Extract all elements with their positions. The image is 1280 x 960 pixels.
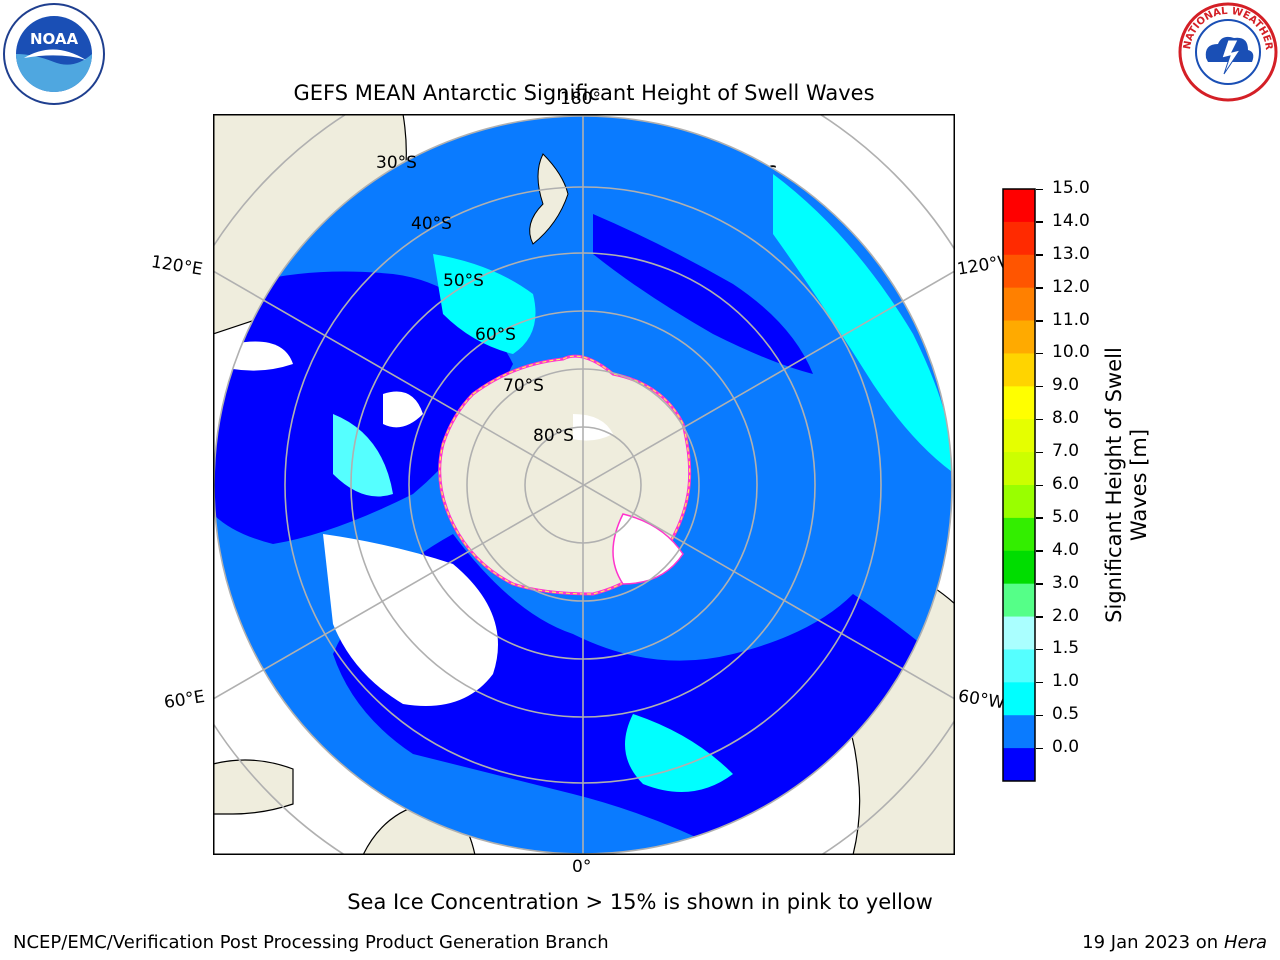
colorbar-tick-mark	[1036, 352, 1043, 355]
colorbar-swatch	[1003, 419, 1035, 453]
swell-high-region-3	[625, 714, 733, 792]
colorbar-tick-label: 15.0	[1052, 178, 1090, 198]
swell-low-region-3	[593, 214, 813, 374]
lat-label-50s: 50°S	[443, 271, 484, 291]
colorbar-swatch	[1003, 649, 1035, 683]
land-new-zealand	[529, 153, 569, 245]
lon-label-0: 0°	[572, 857, 592, 877]
swell-high-region-4	[333, 414, 393, 497]
colorbar-swatch	[1003, 517, 1035, 552]
colorbar-tick-mark	[1036, 221, 1043, 223]
colorbar-swatch	[1003, 748, 1035, 782]
lon-label-180: 180°	[560, 89, 601, 109]
noaa-logo-text: NOAA	[30, 30, 79, 48]
colorbar-swatch	[1003, 320, 1035, 354]
nws-logo-icon: NATIONAL WEATHER SERVICE	[1176, 0, 1278, 102]
colorbar-tick-mark	[1036, 517, 1043, 519]
colorbar-swatch	[1003, 221, 1035, 256]
colorbar-tick-label: 1.5	[1052, 638, 1080, 659]
colorbar-swatch	[1003, 485, 1035, 519]
lat-label-40s: 40°S	[411, 214, 452, 234]
lon-label-120w: 120°W	[955, 252, 1007, 280]
lat-label-80s: 80°S	[533, 426, 574, 446]
footer-date: 19 Jan 2023 on Hera	[1082, 932, 1267, 953]
lon-label-120e: 120°E	[149, 252, 204, 280]
colorbar-tick-mark	[1036, 747, 1043, 750]
lat-label-30s: 30°S	[376, 153, 417, 173]
lon-label-60w: 60°W	[956, 686, 1007, 714]
colorbar-tick-label: 11.0	[1052, 309, 1090, 330]
colorbar-tick-label: 4.0	[1052, 539, 1080, 560]
sea-ice-white-2	[233, 341, 293, 371]
colorbar-swatch	[1003, 550, 1035, 585]
colorbar-tick-mark	[1036, 418, 1043, 421]
lat-label-60s: 60°S	[475, 325, 516, 345]
colorbar-tick-mark	[1036, 484, 1043, 486]
land-africa	[213, 759, 294, 815]
colorbar-tick-mark	[1036, 385, 1043, 388]
colorbar-tick-mark	[1036, 681, 1043, 684]
longitude-meridians	[213, 114, 955, 855]
colorbar-tick-label: 8.0	[1052, 408, 1080, 429]
colorbar-tick-label: 10.0	[1052, 342, 1090, 363]
colorbar-swatch	[1003, 616, 1035, 650]
colorbar-tick-label: 9.0	[1052, 375, 1080, 396]
colorbar-tick-mark	[1036, 254, 1043, 256]
colorbar-swatch	[1003, 189, 1035, 223]
colorbar-tick-mark	[1036, 320, 1043, 322]
colorbar-tick-mark	[1036, 550, 1043, 552]
colorbar-title-line-2: Waves [m]	[1127, 428, 1151, 542]
colorbar-tick-mark	[1036, 583, 1043, 585]
colorbar-tick-mark	[1036, 287, 1043, 289]
colorbar	[1002, 188, 1036, 782]
colorbar-tick-label: 2.0	[1052, 605, 1080, 626]
title-line-1: GEFS MEAN Antarctic Significant Height o…	[293, 81, 875, 105]
colorbar-tick-mark	[1036, 616, 1043, 618]
lat-label-70s: 70°S	[503, 376, 544, 396]
footer-machine: Hera	[1223, 932, 1267, 953]
polar-map: 30°S 40°S 50°S 60°S 70°S 80°S	[213, 114, 955, 855]
colorbar-swatch	[1003, 254, 1035, 289]
colorbar-tick-label: 3.0	[1052, 572, 1080, 593]
swell-low-region-1	[214, 271, 513, 544]
colorbar-swatch	[1003, 682, 1035, 716]
colorbar-tick-mark	[1036, 451, 1043, 454]
colorbar-tick-label: 13.0	[1052, 243, 1090, 264]
footer-date-text: 19 Jan 2023 on	[1082, 932, 1219, 953]
colorbar-tick-label: 0.5	[1052, 704, 1080, 725]
footer-branch: NCEP/EMC/Verification Post Processing Pr…	[13, 932, 609, 953]
colorbar-swatch	[1003, 452, 1035, 486]
colorbar-swatch	[1003, 353, 1035, 387]
colorbar-tick-mark	[1036, 188, 1043, 190]
colorbar-tick-mark	[1036, 648, 1043, 651]
colorbar-swatch	[1003, 583, 1035, 618]
colorbar-tick-mark	[1036, 714, 1043, 717]
sea-ice-white-1	[323, 534, 498, 706]
map-border	[213, 114, 955, 855]
colorbar-tick-label: 1.0	[1052, 671, 1080, 692]
colorbar-swatch	[1003, 287, 1035, 322]
colorbar-tick-label: 14.0	[1052, 210, 1090, 231]
noaa-logo-icon: NOAA	[3, 3, 105, 105]
colorbar-tick-label: 5.0	[1052, 506, 1080, 527]
swell-high-region-2	[433, 254, 536, 354]
colorbar-tick-label: 7.0	[1052, 441, 1080, 462]
colorbar-swatch	[1003, 715, 1035, 749]
sea-ice-white-3	[383, 391, 423, 428]
sea-ice-note: Sea Ice Concentration > 15% is shown in …	[347, 890, 933, 914]
colorbar-title-line-1: Significant Height of Swell	[1102, 347, 1126, 623]
colorbar-tick-label: 12.0	[1052, 276, 1090, 297]
colorbar-tick-label: 0.0	[1052, 737, 1080, 758]
colorbar-tick-label: 6.0	[1052, 474, 1080, 494]
colorbar-swatch	[1003, 386, 1035, 420]
lon-label-60e: 60°E	[162, 686, 207, 714]
